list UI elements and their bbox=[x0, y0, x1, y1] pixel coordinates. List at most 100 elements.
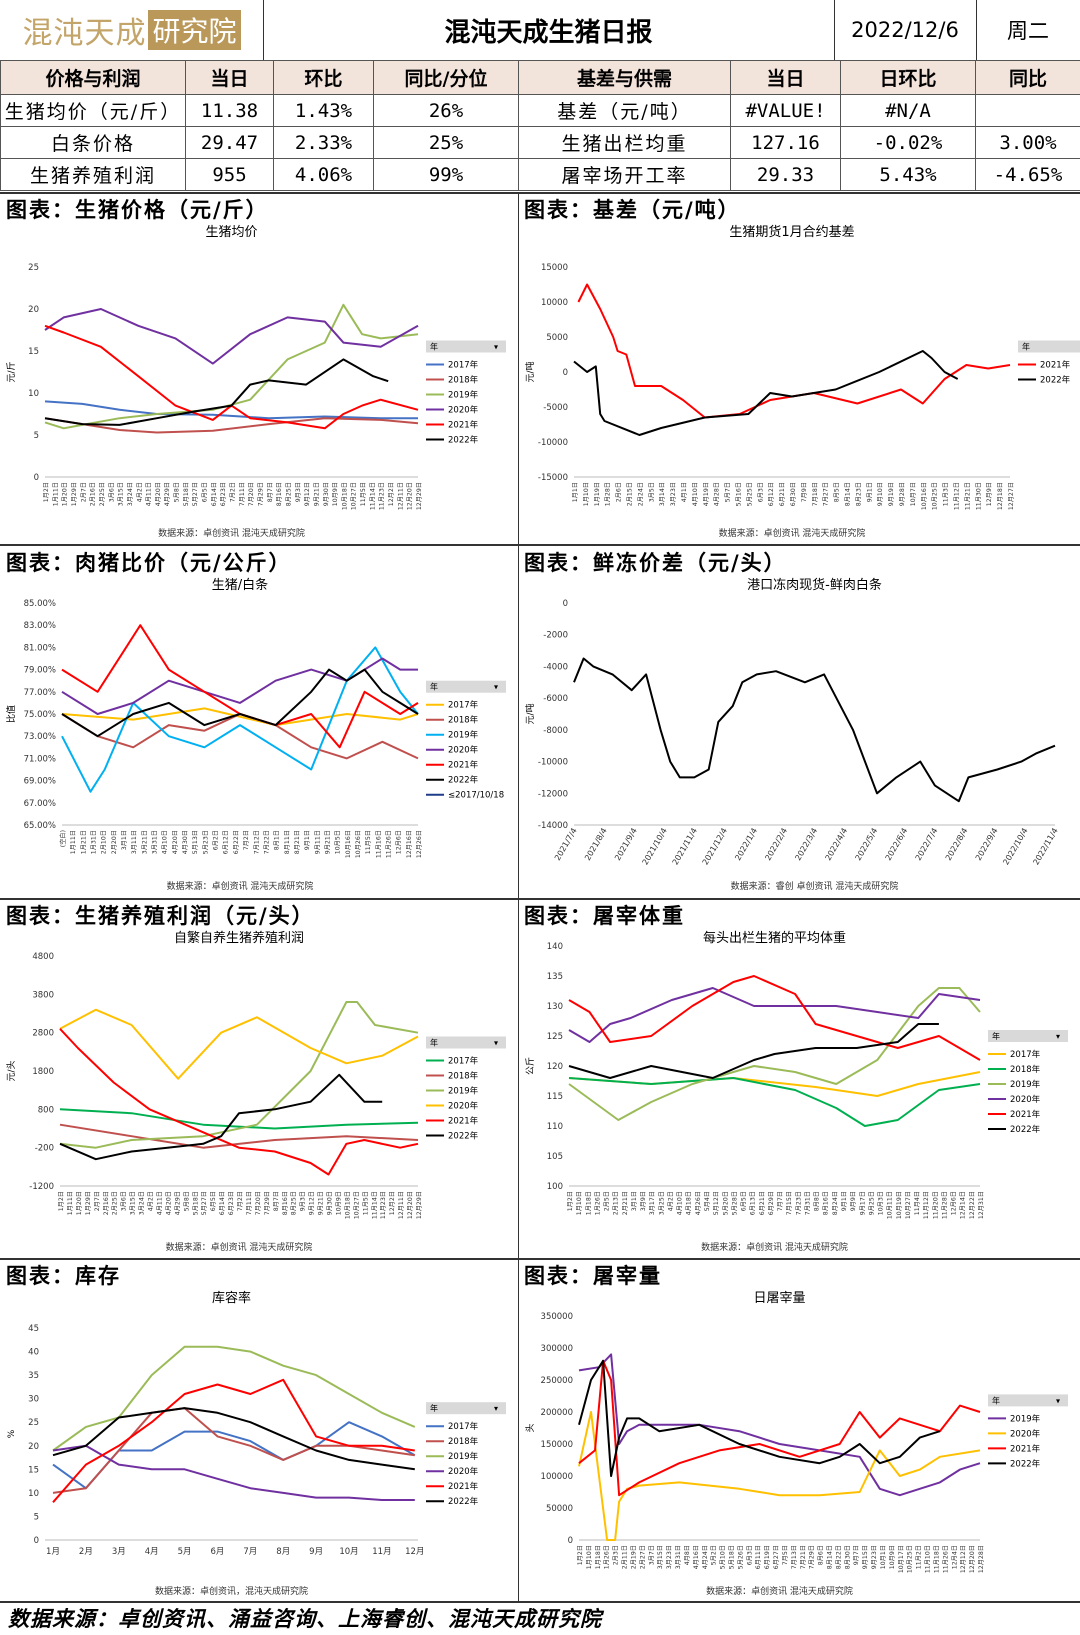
y-tick-label: 115 bbox=[547, 1092, 563, 1102]
legend-label: ≤2017/10/18 bbox=[448, 791, 504, 801]
series-line bbox=[568, 987, 981, 1121]
x-tick-label: 11月4日 bbox=[914, 1191, 921, 1215]
x-tick-label: 8月22日 bbox=[835, 1545, 842, 1569]
x-tick-label: 2月 bbox=[79, 1547, 93, 1557]
x-tick-label: 6月5日 bbox=[210, 1191, 217, 1211]
x-tick-label: 10月3日 bbox=[878, 1191, 885, 1215]
x-tick-label: 7月29日 bbox=[264, 1191, 271, 1215]
x-tick-label: 6月30日 bbox=[790, 482, 797, 506]
x-tick-label: 10月18日 bbox=[344, 1191, 351, 1219]
x-tick-label: 6月3日 bbox=[757, 482, 764, 502]
legend-label: 2017年 bbox=[448, 360, 479, 371]
x-tick-label: 12月29日 bbox=[416, 1191, 423, 1219]
x-tick-label: 1月29日 bbox=[71, 482, 78, 506]
chart-title: 生猪均价 bbox=[205, 225, 257, 240]
x-tick-label: 8月14日 bbox=[845, 482, 852, 506]
x-tick-label: 12月6日 bbox=[396, 830, 403, 854]
y-axis-label: % bbox=[7, 1429, 17, 1438]
x-tick-label: 2月13日 bbox=[613, 1191, 620, 1215]
col-header: 基差与供需 bbox=[518, 60, 731, 95]
x-tick-label: 5月16日 bbox=[736, 482, 743, 506]
x-tick-label: 9月25日 bbox=[868, 1191, 875, 1215]
row-label: 生猪出栏均重 bbox=[518, 126, 731, 159]
x-tick-label: 11月26日 bbox=[942, 1545, 949, 1573]
chart-hog-carcass-ratio: 生猪/白条 65.00% 67.00% 69.00% 71.00% 73.00% 75.00… bbox=[5, 577, 506, 892]
series-line bbox=[44, 303, 419, 430]
y-tick-label: -4000 bbox=[543, 662, 568, 672]
x-tick-label: 10月27日 bbox=[353, 1191, 360, 1219]
series-line bbox=[59, 1073, 383, 1161]
legend-label: 2022年 bbox=[448, 775, 479, 786]
legend-label: 2021年 bbox=[1040, 360, 1071, 371]
x-tick-label: 3月25日 bbox=[658, 1191, 665, 1215]
x-tick-label: 7月15日 bbox=[786, 1191, 793, 1215]
y-tick-label: 45 bbox=[28, 1324, 39, 1334]
legend-label: 2017年 bbox=[1010, 1049, 1041, 1060]
legend-label: 2020年 bbox=[448, 1466, 479, 1477]
x-tick-label: 3月14日 bbox=[659, 482, 666, 506]
chart-title: 自繁自养生猪养殖利润 bbox=[174, 930, 304, 946]
x-tick-label: 2022/11/4 bbox=[1031, 827, 1059, 867]
x-tick-label: 4月24日 bbox=[702, 1545, 709, 1569]
row-label: 生猪养殖利润 bbox=[0, 158, 186, 191]
y-tick-label: 77.00% bbox=[24, 688, 56, 698]
x-tick-label: 11月16日 bbox=[375, 830, 382, 858]
y-tick-label: -10000 bbox=[538, 758, 568, 768]
x-tick-label: 12月18日 bbox=[997, 482, 1004, 510]
chart-storage-rate: 库容率 0 5 10 15 20 25 30 35 40 45% 1月 2月 3月 4月 5月 6月 7月 8月 9月… bbox=[7, 1290, 506, 1597]
section-title: 图表：基差（元/吨） bbox=[524, 197, 741, 222]
series-line bbox=[52, 1421, 416, 1490]
x-tick-label: 6月13日 bbox=[750, 1191, 757, 1215]
table-row: 白条价格 29.47 2.33% 25% 生猪出栏均重 127.16 -0.02… bbox=[0, 126, 1080, 159]
legend-header: 年 bbox=[430, 682, 438, 692]
x-tick-label: 10月9日 bbox=[335, 1191, 342, 1215]
x-tick-label: 10月17日 bbox=[898, 1545, 905, 1573]
x-tick-label: 11月28日 bbox=[941, 1191, 948, 1219]
x-tick-label: 7月18日 bbox=[812, 482, 819, 506]
legend-label: 2018年 bbox=[448, 1071, 479, 1082]
y-tick-label: 110 bbox=[547, 1122, 563, 1132]
legend-header-box bbox=[988, 1394, 1068, 1407]
x-tick-label: 5月28日 bbox=[731, 1191, 738, 1215]
legend-header-box bbox=[426, 340, 506, 353]
y-tick-label: 350000 bbox=[541, 1312, 573, 1322]
x-tick-label: 5月18日 bbox=[183, 482, 190, 506]
x-tick-label: 8月5日 bbox=[834, 482, 841, 502]
x-tick-label: 9月17日 bbox=[859, 1191, 866, 1215]
x-tick-label: 4月18日 bbox=[686, 1191, 693, 1215]
x-tick-label: 2021/7/4 bbox=[553, 827, 579, 863]
col-header: 日环比 bbox=[840, 60, 976, 95]
x-tick-label: 1月21日 bbox=[80, 830, 87, 854]
legend-label: 2020年 bbox=[448, 1101, 479, 1112]
legend-label: 2020年 bbox=[448, 745, 479, 756]
x-tick-label: 6月23日 bbox=[220, 482, 227, 506]
y-tick-label: 40 bbox=[28, 1348, 39, 1358]
x-tick-label: 9月30日 bbox=[323, 482, 330, 506]
x-tick-label: 9月19日 bbox=[888, 482, 895, 506]
x-tick-label: 1月2日 bbox=[43, 482, 50, 502]
x-tick-label: 9月9日 bbox=[850, 1191, 857, 1211]
table-header-row: 价格与利润 当日 环比 同比/分位 基差与供需 当日 日环比 同比 bbox=[0, 60, 1080, 95]
series-line bbox=[61, 707, 419, 727]
x-tick-label: 11月20日 bbox=[932, 1191, 939, 1219]
table-cell: -0.02% bbox=[840, 126, 976, 159]
legend-header: 年 bbox=[1022, 342, 1030, 352]
y-tick-label: 4800 bbox=[32, 952, 54, 962]
series-line bbox=[61, 713, 419, 760]
x-tick-label: 11月21日 bbox=[964, 482, 971, 510]
y-tick-label: 100 bbox=[547, 1182, 563, 1192]
x-tick-label: 12月26日 bbox=[416, 830, 423, 858]
x-tick-label: 1月2日 bbox=[58, 1191, 65, 1211]
series-line bbox=[578, 1411, 981, 1541]
y-tick-label: 15000 bbox=[541, 263, 568, 273]
y-tick-label: 200000 bbox=[541, 1408, 573, 1418]
x-tick-label: 8月21日 bbox=[294, 830, 301, 854]
x-tick-label: 3月23日 bbox=[670, 482, 677, 506]
x-tick-label: 12月20日 bbox=[407, 1191, 414, 1219]
x-tick-label: 3月31日 bbox=[152, 830, 159, 854]
x-tick-label: 12月16日 bbox=[406, 830, 413, 858]
x-tick-label: 9月30日 bbox=[327, 1191, 334, 1215]
x-tick-label: 10月9日 bbox=[889, 1545, 896, 1569]
x-tick-label: 9月28日 bbox=[899, 482, 906, 506]
y-tick-label: 35 bbox=[28, 1371, 39, 1381]
